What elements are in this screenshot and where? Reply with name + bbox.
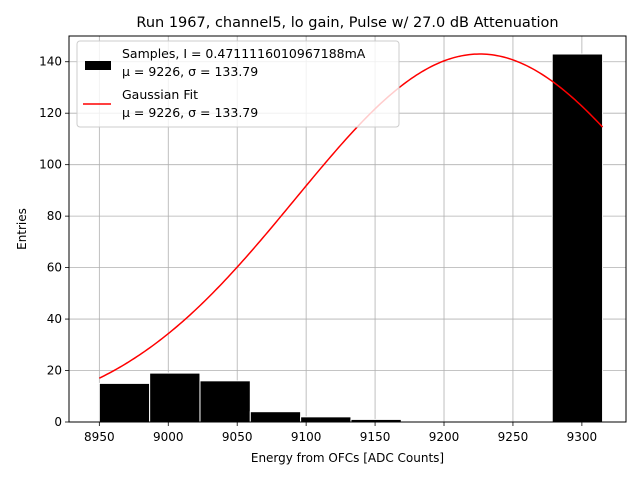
x-axis-label: Energy from OFCs [ADC Counts] [251, 451, 444, 465]
y-axis-ticks: 0 20 40 60 80 100 120 140 [39, 55, 69, 429]
histogram-bar [199, 380, 251, 423]
y-axis-label: Entries [15, 208, 29, 250]
legend: Samples, I = 0.4711116010967188mA μ = 92… [76, 40, 400, 128]
y-tick-label: 0 [54, 415, 62, 429]
y-tick-label: 140 [39, 55, 62, 69]
legend-histogram-swatch [85, 61, 111, 70]
histogram-bar [98, 382, 151, 423]
x-tick-label: 9250 [498, 430, 529, 444]
legend-fit-stats: μ = 9226, σ = 133.79 [122, 105, 258, 120]
x-tick-label: 9200 [429, 430, 460, 444]
histogram-bar [300, 416, 352, 423]
x-axis-ticks: 8950 9000 9050 9100 9150 9200 9250 9300 [84, 422, 597, 444]
histogram-bar [551, 53, 604, 423]
histogram-bar [149, 372, 201, 423]
legend-fit-label: Gaussian Fit [122, 87, 198, 102]
x-tick-label: 9150 [360, 430, 391, 444]
legend-box [76, 40, 400, 128]
plot-frame [68, 35, 627, 423]
histogram-bars [98, 53, 604, 423]
histogram-bar [249, 411, 302, 423]
grid [69, 36, 626, 423]
x-tick-label: 9050 [222, 430, 253, 444]
y-tick-label: 80 [47, 209, 62, 223]
legend-histogram-stats: μ = 9226, σ = 133.79 [122, 64, 258, 79]
x-tick-label: 9100 [291, 430, 322, 444]
chart-title: Run 1967, channel5, lo gain, Pulse w/ 27… [136, 15, 558, 31]
x-tick-label: 8950 [84, 430, 115, 444]
y-tick-label: 60 [47, 261, 62, 275]
x-tick-label: 9000 [153, 430, 184, 444]
y-tick-label: 20 [47, 364, 62, 378]
gaussian-fit-line [98, 53, 604, 379]
y-tick-label: 40 [47, 312, 62, 326]
y-tick-label: 100 [39, 158, 62, 172]
x-tick-label: 9300 [567, 430, 598, 444]
y-tick-label: 120 [39, 106, 62, 120]
legend-histogram-label: Samples, I = 0.4711116010967188mA [122, 46, 366, 61]
